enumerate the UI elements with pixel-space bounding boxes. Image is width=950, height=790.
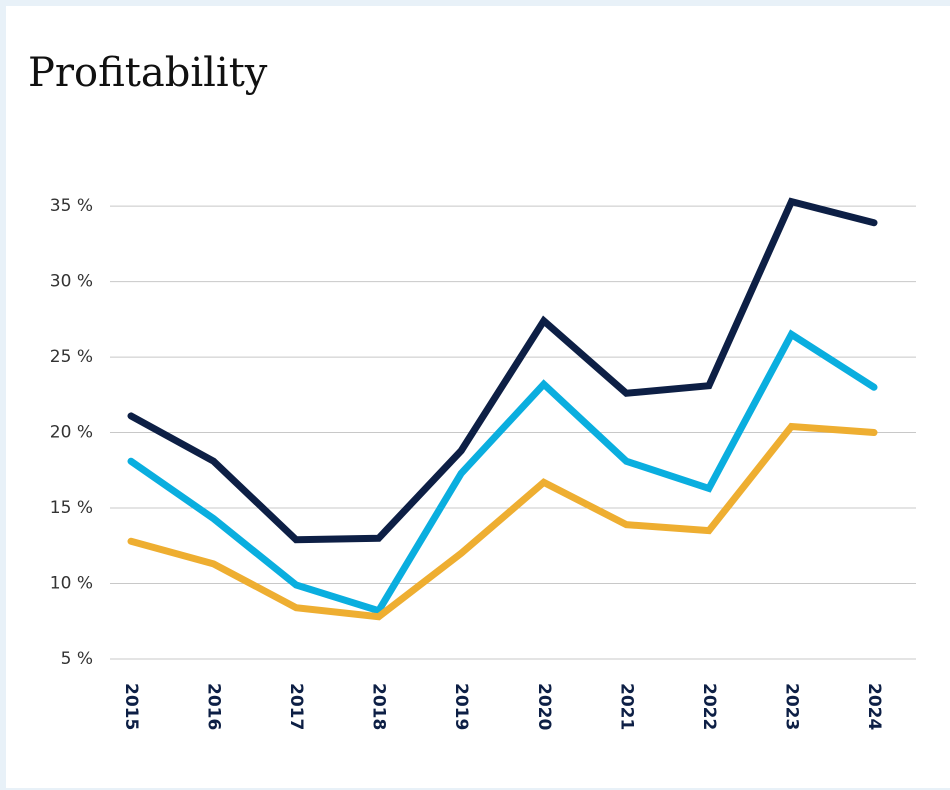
y-tick-label: 20 % [50,423,93,443]
y-tick-label: 15 % [50,498,93,518]
y-tick-label: 5 % [61,649,93,669]
x-tick-label: 2015 [121,683,141,730]
x-tick-label: 2022 [699,683,719,730]
x-tick-label: 2023 [781,683,801,730]
y-tick-label: 25 % [50,347,93,367]
x-tick-label: 2021 [616,683,636,730]
y-tick-label: 35 % [50,196,93,216]
card [6,6,950,788]
x-tick-label: 2024 [864,683,884,730]
x-tick-label: 2019 [451,683,471,730]
x-tick-label: 2016 [204,683,224,730]
x-tick-label: 2020 [534,683,554,730]
chart-title: Profitability [28,50,268,96]
y-tick-label: 10 % [50,574,93,594]
line-series [127,422,878,621]
line-series [127,197,878,544]
line-series [127,329,878,615]
x-tick-label: 2017 [286,683,306,730]
y-tick-label: 30 % [50,272,93,292]
x-tick-label: 2018 [369,683,389,730]
